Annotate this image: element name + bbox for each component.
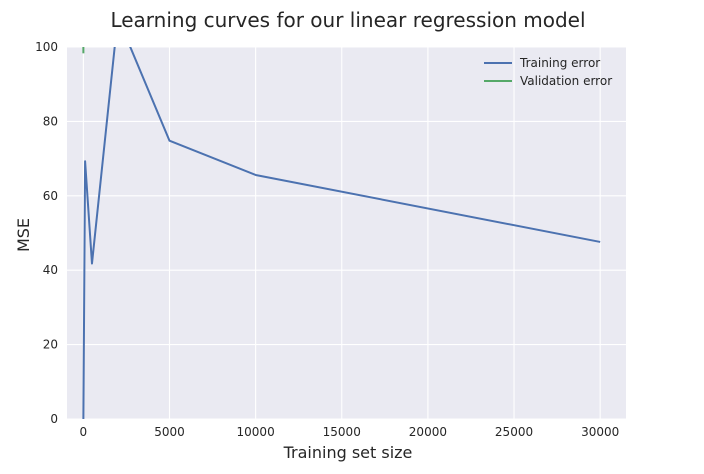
y-axis-label: MSE xyxy=(14,218,33,252)
x-gridlines xyxy=(82,47,601,419)
x-tick-label: 10000 xyxy=(237,425,275,439)
x-tick-label: 0 xyxy=(80,425,88,439)
x-axis-label: Training set size xyxy=(283,443,413,462)
y-tick-label: 0 xyxy=(50,412,58,426)
y-tick-label: 40 xyxy=(43,263,58,277)
y-tick-label: 100 xyxy=(35,40,58,54)
legend-label-training-error: Training error xyxy=(519,56,600,70)
y-tick-label: 20 xyxy=(43,338,58,352)
x-tick-label: 5000 xyxy=(154,425,185,439)
x-tick-label: 30000 xyxy=(581,425,619,439)
x-tick-label: 15000 xyxy=(323,425,361,439)
y-tick-label: 80 xyxy=(43,114,58,128)
chart-title: Learning curves for our linear regressio… xyxy=(110,8,585,32)
y-tick-labels: 0 20 40 60 80 100 xyxy=(35,40,58,426)
series-lines xyxy=(82,47,601,419)
series-line-training-error xyxy=(82,47,601,419)
legend: Training error Validation error xyxy=(484,56,612,88)
x-tick-label: 25000 xyxy=(495,425,533,439)
x-tick-label: 20000 xyxy=(409,425,447,439)
y-gridlines xyxy=(67,46,626,420)
plot-area xyxy=(67,47,626,419)
y-tick-label: 60 xyxy=(43,189,58,203)
legend-label-validation-error: Validation error xyxy=(520,74,612,88)
x-tick-labels: 0 5000 10000 15000 20000 25000 30000 xyxy=(80,425,620,439)
